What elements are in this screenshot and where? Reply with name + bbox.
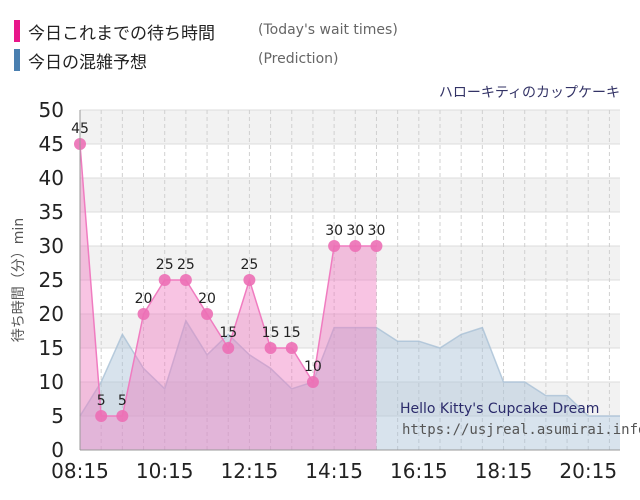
y-tick-label: 5 <box>51 404 64 428</box>
y-tick-label: 25 <box>39 268 64 292</box>
y-tick-label: 30 <box>39 234 64 258</box>
grid-band <box>80 212 620 246</box>
grid-band <box>80 280 620 314</box>
data-label: 30 <box>325 223 343 239</box>
data-point <box>222 342 235 354</box>
data-label: 30 <box>346 223 364 239</box>
y-tick-label: 50 <box>39 98 64 122</box>
y-tick-label: 10 <box>39 370 64 394</box>
data-label: 5 <box>118 393 127 409</box>
y-tick-label: 35 <box>39 200 64 224</box>
legend-today-label-en: (Today's wait times) <box>258 22 398 38</box>
today-area <box>80 144 377 450</box>
watermark-name: Hello Kitty's Cupcake Dream <box>400 401 600 417</box>
x-tick-label: 16:15 <box>390 459 448 483</box>
watermark-url: https://usjreal.asumirai.info <box>402 422 640 438</box>
data-point <box>179 274 192 286</box>
legend-today-label: 今日これまでの待ち時間 <box>28 23 215 44</box>
x-tick-label: 18:15 <box>475 459 533 483</box>
grid-band <box>80 416 620 450</box>
data-label: 20 <box>135 291 153 307</box>
legend-today-swatch <box>14 20 20 42</box>
data-point <box>95 410 108 422</box>
data-label: 25 <box>177 257 195 273</box>
grid-band <box>80 314 620 348</box>
prediction-line <box>79 319 620 417</box>
data-point <box>116 410 129 422</box>
data-label: 10 <box>304 359 322 375</box>
y-axis-label: 待ち時間（分）min <box>11 218 27 342</box>
legend-prediction-label: 今日の混雑予想 <box>28 52 147 73</box>
data-point <box>137 308 150 320</box>
x-tick-label: 20:15 <box>559 459 617 483</box>
legend-today: 今日これまでの待ち時間 <box>14 19 215 44</box>
data-point <box>264 342 277 354</box>
data-label: 15 <box>283 325 301 341</box>
prediction-area <box>80 320 620 450</box>
y-tick-label: 40 <box>39 166 64 190</box>
y-tick-label: 20 <box>39 302 64 326</box>
data-label: 25 <box>156 257 174 273</box>
data-label: 15 <box>262 325 280 341</box>
data-point <box>201 308 214 320</box>
attraction-name: ハローキティのカップケーキ <box>438 85 620 101</box>
grid-band <box>80 382 620 416</box>
legend-prediction-label-en: (Prediction) <box>258 51 339 67</box>
legend-prediction-swatch <box>14 49 20 71</box>
data-point <box>158 274 171 286</box>
data-label: 5 <box>97 393 106 409</box>
data-label: 25 <box>240 257 258 273</box>
y-tick-label: 0 <box>51 438 64 462</box>
data-point <box>306 376 319 388</box>
y-tick-label: 45 <box>39 132 64 156</box>
x-tick-label: 14:15 <box>305 459 363 483</box>
data-point <box>243 274 256 286</box>
legend-prediction: 今日の混雑予想 <box>14 48 147 73</box>
grid-band <box>80 348 620 382</box>
data-point <box>370 240 383 252</box>
y-tick-label: 15 <box>39 336 64 360</box>
data-label: 15 <box>219 325 237 341</box>
data-point <box>285 342 298 354</box>
x-tick-label: 10:15 <box>136 459 194 483</box>
grid-band <box>80 246 620 280</box>
grid-band <box>80 144 620 178</box>
data-point <box>349 240 362 252</box>
data-label: 20 <box>198 291 216 307</box>
x-tick-label: 12:15 <box>221 459 279 483</box>
data-label: 30 <box>368 223 386 239</box>
data-point <box>328 240 341 252</box>
x-tick-label: 08:15 <box>51 459 109 483</box>
grid-band <box>80 178 620 212</box>
grid-band <box>80 110 620 144</box>
